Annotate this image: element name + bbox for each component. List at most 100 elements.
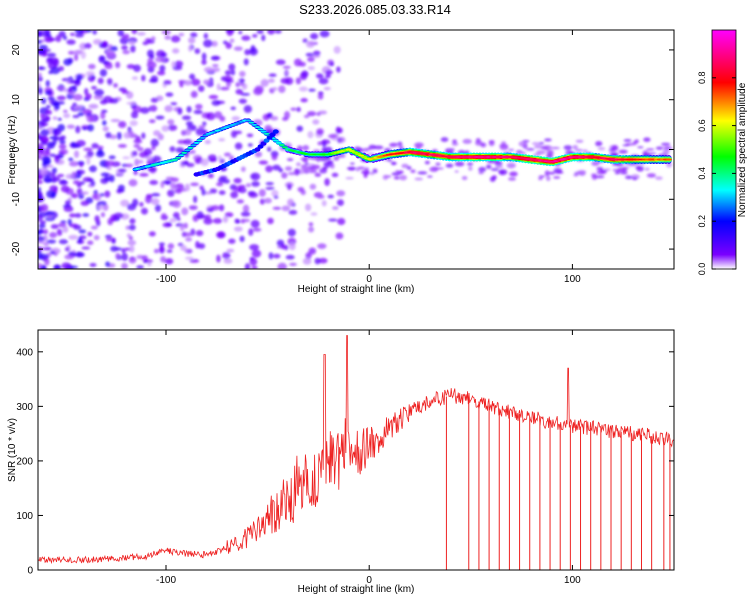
noise-blob [315,73,324,79]
branch-mark [257,144,264,149]
noise-blob [327,160,334,165]
noise-blob [318,110,328,115]
noise-blob [86,114,95,123]
figure-title: S233.2026.085.03.33.R14 [299,2,451,17]
noise-blob [393,176,401,180]
ridge-mark [196,139,203,142]
noise-blob [134,158,140,167]
noise-blob [250,45,256,53]
noise-blob [203,66,214,73]
noise-blob [38,206,41,213]
noise-blob [245,183,252,188]
noise-blob [238,98,247,104]
noise-blob [38,142,45,148]
noise-blob [58,148,69,155]
branch-mark [254,147,261,152]
noise-blob [63,113,71,119]
noise-blob [155,50,166,58]
ridge-mark [254,126,261,129]
noise-blob [165,92,174,97]
noise-blob [310,212,318,216]
noise-blob [85,70,95,77]
noise-blob [143,259,148,264]
noise-blob [174,60,184,68]
noise-blob [312,119,320,125]
noise-blob [319,30,330,38]
noise-blob [141,255,149,262]
noise-blob [303,114,310,119]
noise-blob [595,140,603,147]
noise-blob [38,39,42,45]
ridge-mark [245,119,252,122]
noise-blob [58,239,69,245]
noise-blob [240,92,251,96]
noise-blob [224,70,232,76]
branch-mark [272,129,279,134]
noise-blob [478,171,484,175]
noise-blob [267,217,274,225]
noise-blob [358,166,365,170]
noise-blob [203,33,209,39]
noise-blob [265,186,275,190]
spectrogram-x-ticks: -100 0 100 [156,30,581,285]
noise-blob [184,248,193,254]
noise-blob [304,203,312,212]
noise-blob [126,101,136,105]
noise-blob [546,175,551,182]
noise-blob [429,166,439,173]
noise-blob [167,119,175,125]
noise-blob [66,39,76,45]
noise-blob [40,129,50,137]
noise-blob [302,144,310,151]
noise-blob [46,164,54,168]
noise-blob [75,77,81,85]
noise-blob [68,234,79,240]
noise-blob [123,132,131,139]
noise-blob [74,30,84,34]
noise-blob [164,35,171,40]
noise-blob [92,38,102,45]
noise-blob [535,150,546,155]
noise-blob [203,39,213,48]
noise-blob [594,175,605,179]
noise-blob [62,35,68,40]
noise-blob [647,152,657,155]
noise-blob [137,146,144,152]
noise-blob [224,74,231,80]
noise-blob [259,198,265,205]
noise-blob [521,152,526,155]
noise-blob [145,155,154,160]
noise-blob [468,166,473,171]
noise-blob [280,77,290,84]
noise-blob [319,168,328,174]
noise-blob [82,108,93,115]
noise-blob [226,248,235,253]
noise-blob [94,89,105,97]
noise-blob [636,165,644,172]
noise-blob [241,35,251,41]
noise-blob [317,243,327,250]
noise-blob [278,85,286,94]
noise-blob [307,131,314,139]
colorbar: 0.0 0.2 0.4 0.6 0.8 Normalized spectral ampl… [697,29,748,275]
noise-blob [515,150,523,155]
noise-blob [79,161,84,168]
noise-blob [202,121,207,126]
ridge-mark [263,132,270,135]
noise-blob [314,173,322,177]
noise-blob [281,205,291,212]
noise-blob [268,252,274,260]
snr-series-line [38,335,674,565]
noise-blob [239,70,246,77]
noise-blob [575,139,584,143]
noise-blob [54,102,60,111]
noise-blob [540,146,549,150]
noise-blob [240,166,246,172]
noise-blob [41,136,49,144]
noise-blob [312,50,321,56]
noise-blob [162,179,172,185]
noise-blob [234,218,240,224]
noise-blob [285,254,295,260]
noise-blob [43,30,51,36]
noise-blob [201,188,206,196]
